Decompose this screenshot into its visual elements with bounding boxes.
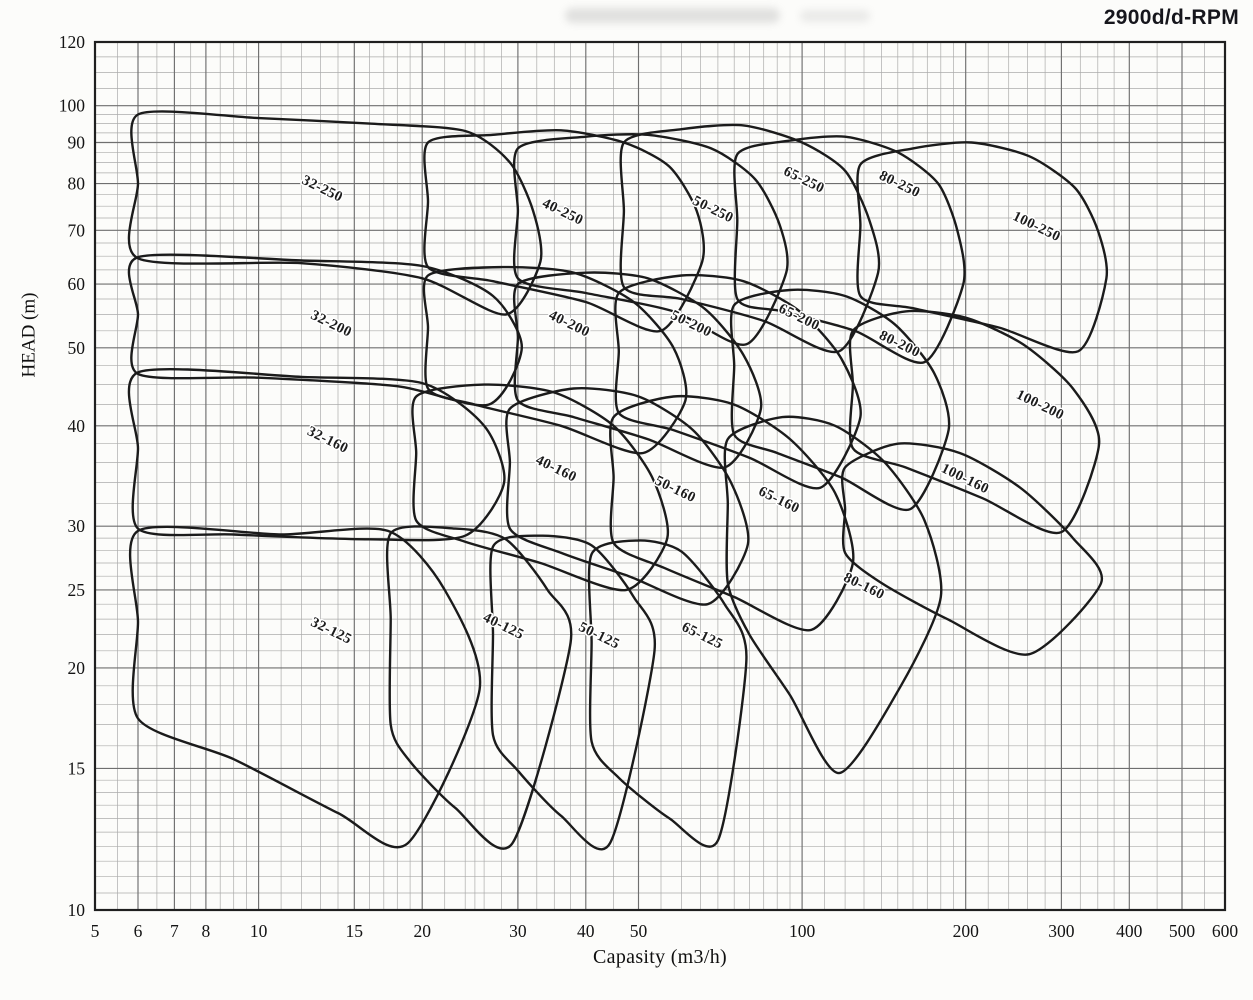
y-tick-label: 30	[68, 516, 86, 536]
envelope-100-200	[848, 309, 1101, 535]
y-tick-label: 70	[68, 220, 86, 240]
x-tick-label: 100	[789, 921, 816, 941]
envelope-label-32-200: 32-200	[308, 307, 354, 340]
pump-envelopes	[127, 110, 1109, 851]
envelope-label-32-250: 32-250	[299, 172, 345, 205]
envelope-label-100-200: 100-200	[1014, 387, 1067, 424]
y-tick-label: 60	[68, 274, 86, 294]
envelope-50-200	[512, 271, 763, 469]
x-tick-label: 300	[1048, 921, 1075, 941]
envelope-label-40-125: 40-125	[480, 610, 526, 643]
envelope-50-250	[512, 133, 789, 346]
y-tick-label: 20	[68, 658, 86, 678]
envelope-100-160	[840, 442, 1104, 656]
envelope-100-250	[856, 141, 1109, 354]
x-tick-label: 200	[953, 921, 980, 941]
tick-labels: 5 6 7 8 10 15 20 30 40 50 100 200 300 400 500 600 10 15 20…	[59, 32, 1239, 941]
envelope-label-32-160: 32-160	[305, 423, 351, 456]
envelope-label-50-160: 50-160	[652, 473, 698, 506]
envelope-65-125	[587, 539, 748, 848]
envelope-80-250	[733, 135, 966, 364]
plot-frame	[93, 40, 1227, 912]
x-tick-label: 50	[630, 921, 648, 941]
envelope-40-200	[422, 265, 688, 455]
x-tick-label: 15	[346, 921, 364, 941]
x-axis-label: Capasity (m3/h)	[593, 946, 727, 968]
y-axis-label: HEAD (m)	[18, 292, 40, 378]
envelope-label-40-160: 40-160	[533, 452, 579, 485]
y-tick-label: 15	[68, 758, 86, 778]
y-tick-label: 10	[68, 900, 86, 920]
envelope-label-100-250: 100-250	[1010, 208, 1063, 245]
x-tick-label: 5	[91, 921, 100, 941]
x-tick-label: 7	[170, 921, 179, 941]
x-tick-label: 400	[1116, 921, 1143, 941]
envelope-label-50-125: 50-125	[576, 619, 622, 652]
x-tick-label: 30	[509, 921, 527, 941]
envelope-50-125	[489, 534, 657, 851]
x-tick-label: 10	[250, 921, 268, 941]
x-tick-label: 6	[134, 921, 143, 941]
y-tick-label: 25	[68, 580, 86, 600]
scan-smudge-small	[800, 10, 870, 22]
envelope-label-65-125: 65-125	[679, 619, 725, 652]
x-tick-label: 600	[1212, 921, 1239, 941]
x-tick-label: 8	[202, 921, 211, 941]
envelope-50-160	[505, 387, 750, 606]
x-tick-label: 500	[1169, 921, 1196, 941]
envelope-40-250	[423, 128, 706, 333]
x-tick-label: 40	[577, 921, 595, 941]
y-tick-label: 50	[68, 338, 86, 358]
envelope-label-40-250: 40-250	[540, 195, 586, 228]
y-tick-label: 40	[68, 416, 86, 436]
envelope-label-50-250: 50-250	[690, 193, 736, 226]
envelope-label-65-160: 65-160	[756, 483, 802, 516]
envelope-40-160	[411, 383, 670, 592]
y-tick-label: 100	[59, 96, 86, 116]
x-tick-label: 20	[413, 921, 431, 941]
envelope-32-125	[128, 525, 482, 849]
y-tick-label: 120	[59, 32, 86, 52]
envelope-32-160	[127, 368, 506, 542]
envelope-80-160	[723, 415, 943, 775]
y-tick-label: 90	[68, 133, 86, 153]
y-tick-label: 80	[68, 174, 86, 194]
envelope-label-65-250: 65-250	[781, 163, 827, 196]
rpm-title: 2900d/d-RPM	[1103, 6, 1239, 29]
envelope-80-200	[729, 288, 951, 512]
scan-smudge	[565, 8, 780, 23]
